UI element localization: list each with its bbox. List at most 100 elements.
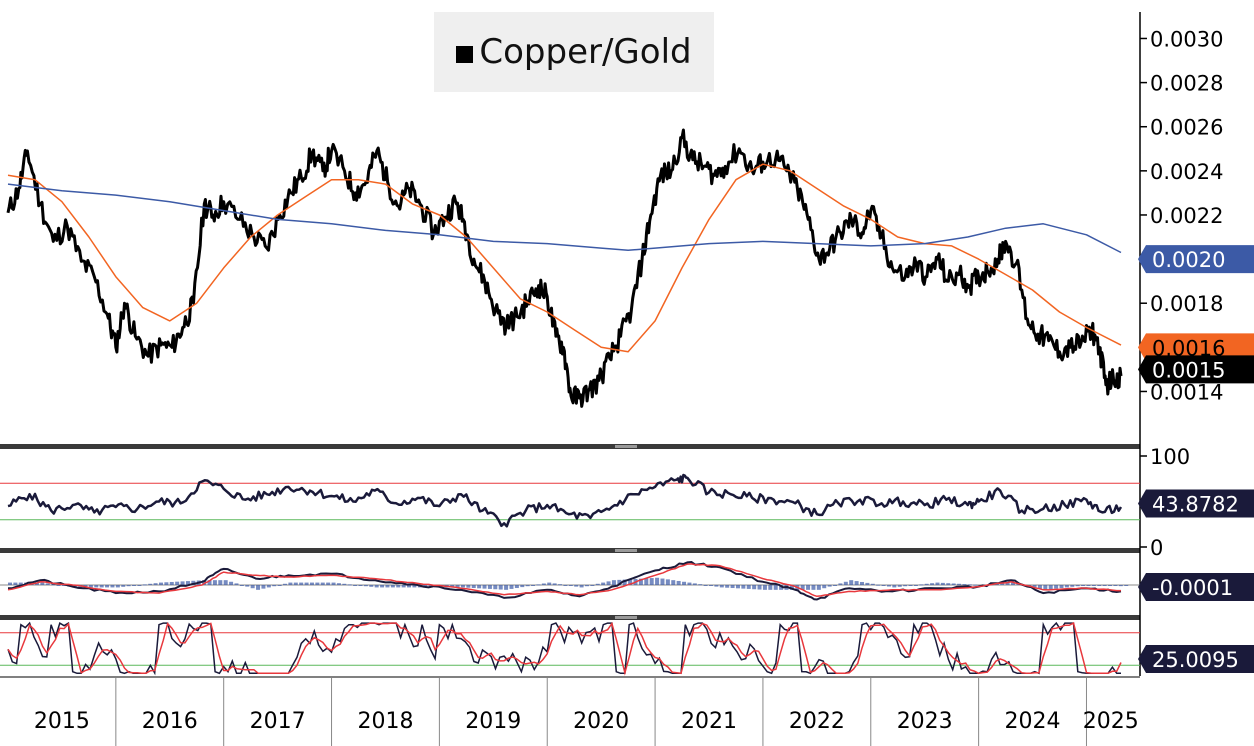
macd-histogram-bar bbox=[870, 583, 875, 585]
series-line-moving-average bbox=[7, 183, 1122, 254]
macd-histogram-bar bbox=[547, 582, 552, 585]
macd-histogram-bar bbox=[558, 584, 563, 586]
macd-histogram-bar bbox=[671, 580, 676, 585]
macd-histogram-bar bbox=[698, 584, 703, 586]
last-value-tag-macd: -0.0001 bbox=[1138, 573, 1254, 601]
macd-histogram-bar bbox=[568, 585, 573, 586]
macd-histogram-bar bbox=[1070, 585, 1075, 587]
panel-divider bbox=[0, 444, 1140, 449]
macd-histogram-bar bbox=[1005, 582, 1010, 585]
macd-histogram-bar bbox=[574, 585, 579, 587]
value-tag-shape bbox=[1138, 573, 1254, 601]
macd-histogram-bar bbox=[121, 585, 126, 587]
macd-histogram-bar bbox=[396, 585, 401, 588]
macd-histogram-bar bbox=[212, 580, 217, 585]
macd-histogram-bar bbox=[806, 585, 811, 590]
macd-histogram-bar bbox=[859, 581, 864, 585]
macd-histogram-bar bbox=[126, 585, 131, 587]
macd-histogram-bar bbox=[665, 579, 670, 585]
x-tick-label: 2025 bbox=[1083, 709, 1139, 734]
macd-histogram-bar bbox=[288, 582, 293, 585]
value-tag-text: -0.0001 bbox=[1152, 576, 1233, 600]
macd-histogram-bar bbox=[789, 585, 794, 590]
macd-histogram-bar bbox=[682, 581, 687, 585]
macd-histogram-bar bbox=[520, 585, 525, 588]
macd-histogram-bar bbox=[40, 582, 45, 585]
macd-histogram-bar bbox=[380, 585, 385, 588]
macd-histogram-bar bbox=[185, 581, 190, 585]
y-tick-label: 0.0018 bbox=[1150, 292, 1223, 316]
macd-histogram-bar bbox=[466, 585, 471, 588]
macd-histogram-bar bbox=[843, 581, 848, 585]
macd-histogram-bar bbox=[552, 583, 557, 585]
panel-divider-handle bbox=[615, 549, 637, 552]
macd-histogram-bar bbox=[752, 585, 757, 590]
chart-title-box: Copper/Gold bbox=[434, 12, 714, 92]
macd-histogram-bar bbox=[897, 585, 902, 587]
panel-divider-handle bbox=[615, 445, 637, 448]
macd-histogram-bar bbox=[137, 585, 142, 586]
y-tick-label: 0.0028 bbox=[1150, 72, 1223, 96]
macd-histogram-bar bbox=[617, 579, 622, 585]
macd-histogram-bar bbox=[957, 583, 962, 585]
stochastic-d-line bbox=[7, 621, 1122, 676]
x-tick-label: 2020 bbox=[573, 709, 629, 734]
macd-histogram-bar bbox=[94, 585, 99, 588]
macd-histogram-bar bbox=[606, 581, 611, 585]
y-tick-label: 0.0030 bbox=[1150, 27, 1223, 51]
macd-histogram-bar bbox=[471, 585, 476, 589]
x-tick-label: 2017 bbox=[250, 709, 306, 734]
macd-histogram-bar bbox=[99, 585, 104, 588]
macd-histogram-bar bbox=[369, 585, 374, 587]
macd-histogram-bar bbox=[525, 585, 530, 587]
macd-histogram-bar bbox=[1097, 585, 1102, 586]
macd-histogram-bar bbox=[692, 583, 697, 585]
value-tag-shape bbox=[1138, 355, 1254, 384]
x-tick-label: 2016 bbox=[142, 709, 198, 734]
macd-histogram-bar bbox=[514, 585, 519, 589]
macd-histogram-bar bbox=[261, 585, 266, 589]
macd-histogram-bar bbox=[234, 583, 239, 585]
macd-histogram-bar bbox=[741, 585, 746, 589]
macd-histogram-bar bbox=[660, 578, 665, 585]
macd-histogram-bar bbox=[903, 585, 908, 587]
macd-histogram-bar bbox=[779, 585, 784, 590]
macd-histogram-bar bbox=[142, 584, 147, 586]
series-line-moving-average bbox=[7, 163, 1122, 353]
macd-histogram-bar bbox=[719, 585, 724, 588]
macd-histogram-bar bbox=[51, 584, 56, 586]
macd-histogram-bar bbox=[326, 582, 331, 585]
legend-swatch bbox=[456, 45, 474, 63]
macd-histogram-bar bbox=[256, 585, 261, 590]
macd-histogram-bar bbox=[34, 582, 39, 585]
value-tag-text: 25.0095 bbox=[1152, 648, 1239, 672]
macd-histogram-bar bbox=[482, 585, 487, 589]
macd-histogram-bar bbox=[709, 585, 714, 586]
x-tick-label: 2024 bbox=[1005, 709, 1061, 734]
macd-histogram-bar bbox=[816, 585, 821, 590]
macd-histogram-bar bbox=[768, 585, 773, 590]
x-tick-label: 2015 bbox=[34, 709, 90, 734]
value-tag-shape bbox=[1138, 645, 1254, 673]
stochastic-k-line bbox=[7, 621, 1121, 676]
macd-histogram-bar bbox=[250, 585, 255, 589]
macd-histogram-bar bbox=[56, 585, 61, 586]
macd-histogram-bar bbox=[908, 585, 913, 586]
macd-signal-line bbox=[7, 563, 1121, 598]
x-tick-label: 2023 bbox=[897, 709, 953, 734]
macd-histogram-bar bbox=[277, 585, 282, 586]
macd-histogram-bar bbox=[865, 582, 870, 585]
macd-histogram-bar bbox=[579, 585, 584, 588]
macd-histogram-bar bbox=[487, 585, 492, 589]
x-tick-label: 2022 bbox=[789, 709, 845, 734]
macd-histogram-bar bbox=[735, 585, 740, 589]
macd-histogram-bar bbox=[132, 585, 137, 586]
macd-histogram-bar bbox=[628, 579, 633, 585]
macd-histogram-bar bbox=[272, 585, 277, 587]
macd-histogram-bar bbox=[638, 578, 643, 585]
macd-histogram-bar bbox=[331, 582, 336, 585]
macd-histogram-bar bbox=[827, 585, 832, 587]
macd-histogram-bar bbox=[239, 585, 244, 586]
macd-histogram-bar bbox=[385, 585, 390, 588]
